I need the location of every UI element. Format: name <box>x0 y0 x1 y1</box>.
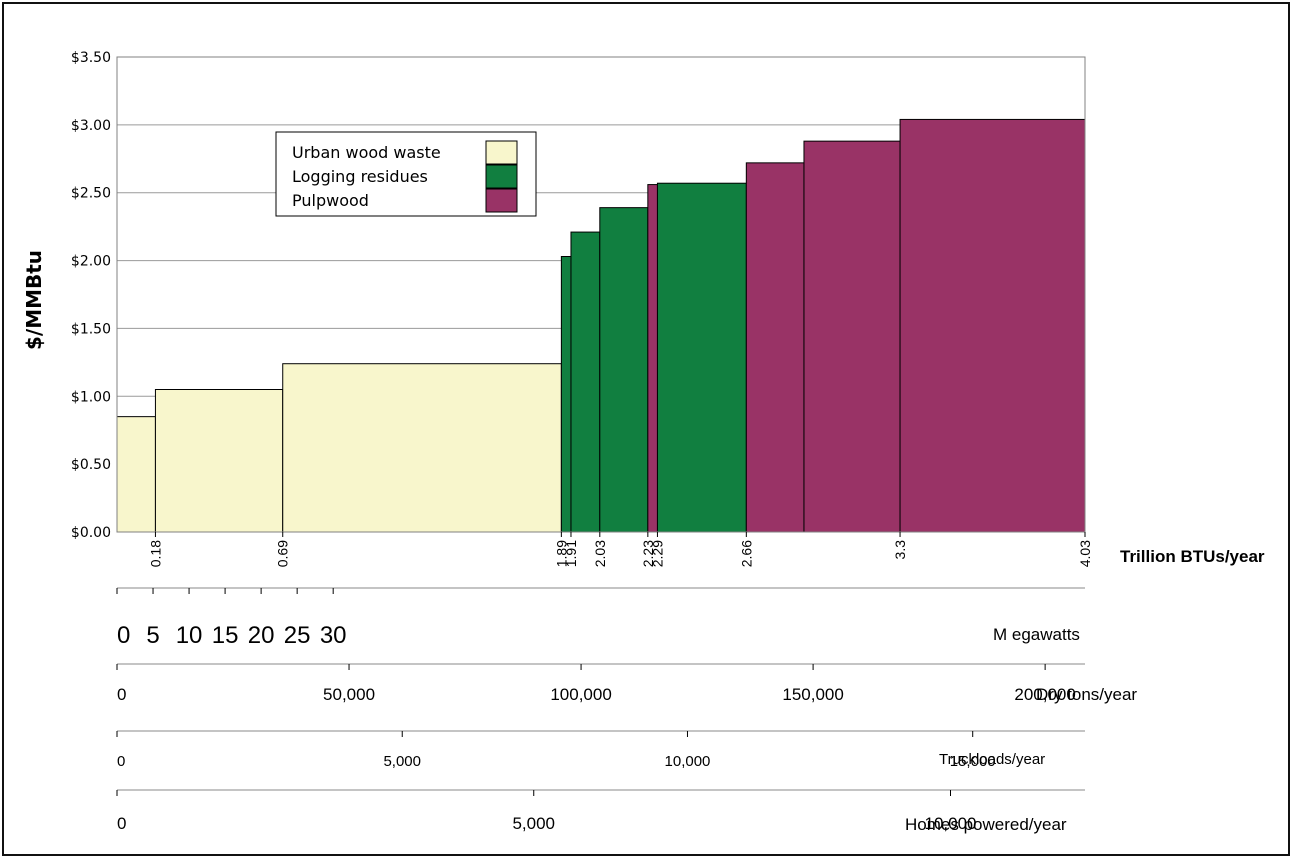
legend-label: Urban wood waste <box>292 143 441 162</box>
scale-tick-label: 5 <box>146 622 159 649</box>
scale-tick-label: 15,000 <box>950 753 996 770</box>
legend: Urban wood waste Logging residues Pulpwood <box>275 131 537 217</box>
x-boundary-label: 2.03 <box>592 540 608 567</box>
scale-tick-label: 25 <box>284 622 311 649</box>
y-tick-label: $3.00 <box>71 118 111 134</box>
bar-segment <box>647 184 658 533</box>
scale-tick-label: 5,000 <box>383 753 421 770</box>
x-axis-label: Trillion BTUs/year <box>1120 547 1265 566</box>
y-axis-label: $/MMBtu <box>22 250 46 350</box>
scale-tick-label: 0 <box>117 622 130 649</box>
x-boundary-label: 2.66 <box>738 540 754 567</box>
dry-tons-axis-label: Dry tons/year <box>1036 685 1137 704</box>
x-boundary-label: 3.3 <box>892 540 908 560</box>
legend-label: Logging residues <box>292 167 428 186</box>
y-tick-label: $0.50 <box>71 457 111 473</box>
y-tick-label: $1.00 <box>71 389 111 405</box>
bar-segment <box>599 207 649 533</box>
megawatts-axis-label: M egawatts <box>993 625 1080 644</box>
bars <box>116 118 1086 533</box>
y-tick-label: $0.00 <box>71 525 111 541</box>
scale-tick-label: 5,000 <box>512 814 555 833</box>
y-tick-label: $2.00 <box>71 254 111 270</box>
scale-tick-label: 200,000 <box>1014 685 1075 704</box>
scale-tick-label: 30 <box>320 622 347 649</box>
y-tick-label: $3.50 <box>71 50 111 66</box>
scale-tick-label: 0 <box>117 753 125 770</box>
y-tick-label: $1.50 <box>71 321 111 337</box>
bar-segment <box>899 118 1086 533</box>
y-tick-label: $2.50 <box>71 186 111 202</box>
scale-tick-label: 0 <box>117 685 126 704</box>
x-boundary-label: 2.29 <box>649 540 665 567</box>
y-tick-labels: $0.00 $0.50 $1.00 $1.50 $2.00 $2.50 $3.00 $3.50 <box>71 50 111 541</box>
scale-tick-label: 150,000 <box>782 685 843 704</box>
bar-segment <box>803 140 901 533</box>
bar-segment <box>116 416 156 533</box>
legend-swatch <box>485 140 518 165</box>
legend-swatch <box>485 164 518 189</box>
scale-tick-label: 50,000 <box>323 685 375 704</box>
bar-segment <box>570 231 601 533</box>
homes-axis-label: Homes powered/year <box>905 815 1067 834</box>
bar-segment <box>656 182 747 533</box>
scale-tick-label: 0 <box>117 814 126 833</box>
x-boundary-label: 1.91 <box>563 540 579 567</box>
scale-tick-label: 20 <box>248 622 275 649</box>
scale-tick-label: 10,000 <box>924 814 976 833</box>
scale-tick-label: 10,000 <box>665 753 711 770</box>
x-boundary-labels: 0.18 0.69 1.891.91 2.03 2.232.29 2.66 3.3 4.03 <box>147 532 1093 567</box>
bar-segment <box>282 363 562 533</box>
legend-label: Pulpwood <box>292 191 369 210</box>
bar-segment <box>154 389 284 533</box>
x-boundary-label: 0.18 <box>147 540 163 567</box>
scale-tick-label: 100,000 <box>550 685 611 704</box>
x-boundary-label: 1.89 <box>553 540 569 567</box>
x-boundary-label: 4.03 <box>1077 540 1093 567</box>
truckloads-axis-label: Truckloads/year <box>939 751 1045 768</box>
bar-segment <box>560 256 572 533</box>
plot-border <box>116 56 1086 533</box>
scale-tick-label: 10 <box>176 622 203 649</box>
legend-swatch <box>485 188 518 213</box>
x-boundary-label: 2.23 <box>640 540 656 567</box>
x-boundary-label: 0.69 <box>275 540 291 567</box>
bar-segment <box>745 162 805 533</box>
scale-tick-label: 15 <box>212 622 239 649</box>
